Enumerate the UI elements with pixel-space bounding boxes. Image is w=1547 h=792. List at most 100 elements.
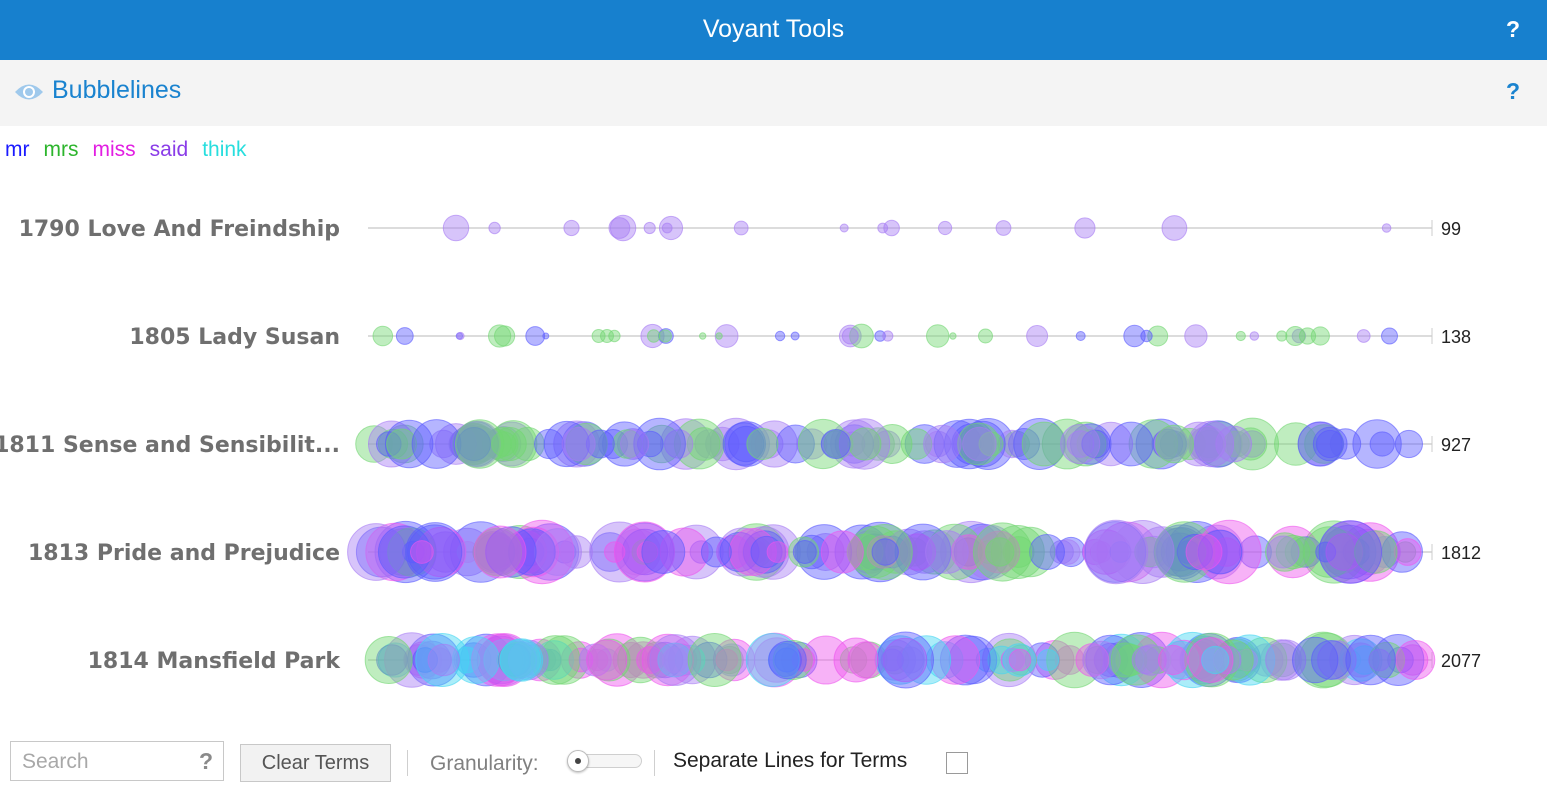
bubble-mrs[interactable]: [978, 328, 993, 344]
bubble-mrs[interactable]: [488, 324, 512, 348]
document-label[interactable]: 1790 Love And Freindship: [19, 217, 340, 242]
bubble-mr[interactable]: [385, 419, 434, 469]
bubble-miss[interactable]: [1395, 640, 1436, 680]
bubble-miss[interactable]: [820, 530, 864, 574]
eye-icon[interactable]: [14, 82, 44, 102]
bubble-miss[interactable]: [586, 639, 628, 681]
bubble-said[interactable]: [962, 426, 997, 462]
bubble-mr[interactable]: [1315, 429, 1345, 459]
bubble-miss[interactable]: [1008, 648, 1032, 672]
bubble-said[interactable]: [442, 214, 470, 242]
bubble-miss[interactable]: [716, 534, 751, 570]
bubble-mrs[interactable]: [699, 332, 707, 340]
bubble-mr[interactable]: [1329, 428, 1362, 460]
document-label[interactable]: 1813 Pride and Prejudice: [28, 541, 340, 566]
bubble-mrs[interactable]: [1110, 634, 1162, 686]
bubble-mr[interactable]: [515, 537, 545, 567]
bubble-mr[interactable]: [1176, 533, 1214, 571]
bubble-said[interactable]: [649, 634, 702, 686]
bubble-said[interactable]: [880, 648, 904, 672]
bubble-said[interactable]: [1060, 423, 1101, 465]
bubble-mrs[interactable]: [957, 422, 1001, 466]
bubble-mr[interactable]: [395, 327, 414, 345]
bubble-mr[interactable]: [722, 422, 766, 466]
granularity-slider[interactable]: [560, 750, 642, 772]
bubble-mrs[interactable]: [1275, 534, 1311, 570]
bubble-mrs[interactable]: [874, 530, 918, 574]
bubble-miss[interactable]: [847, 641, 885, 679]
bubble-mr[interactable]: [456, 642, 492, 678]
bubble-said[interactable]: [838, 418, 891, 470]
bubble-said[interactable]: [497, 645, 526, 675]
bubble-think[interactable]: [415, 633, 470, 687]
bubble-mr[interactable]: [641, 530, 686, 574]
bubble-mr[interactable]: [405, 522, 466, 582]
bubble-mr[interactable]: [728, 425, 765, 463]
bubble-said[interactable]: [714, 324, 739, 348]
bubble-mrs[interactable]: [1285, 326, 1306, 346]
bubble-mrs[interactable]: [386, 428, 418, 460]
bubble-mr[interactable]: [849, 521, 911, 583]
bubble-mrs[interactable]: [846, 533, 884, 571]
bubble-said[interactable]: [883, 219, 900, 237]
bubble-said[interactable]: [925, 530, 969, 574]
bubble-miss[interactable]: [1396, 644, 1429, 676]
bubble-mrs[interactable]: [673, 418, 725, 470]
bubble-said[interactable]: [1110, 520, 1175, 584]
bubble-miss[interactable]: [604, 541, 626, 563]
bubble-mrs[interactable]: [631, 539, 658, 565]
bubble-mr[interactable]: [856, 533, 894, 571]
bubble-said[interactable]: [1137, 535, 1170, 569]
legend-term-mr[interactable]: mr: [5, 138, 30, 161]
bubble-mr[interactable]: [1123, 324, 1146, 348]
bubble-mr[interactable]: [1029, 534, 1065, 570]
bubble-mrs[interactable]: [798, 418, 849, 470]
bubble-miss[interactable]: [1325, 533, 1364, 571]
bubble-mr[interactable]: [1238, 535, 1272, 569]
bubble-said[interactable]: [1249, 643, 1284, 677]
bubble-said[interactable]: [1215, 425, 1253, 463]
bubble-mrs[interactable]: [1394, 541, 1417, 563]
bubble-said[interactable]: [1083, 519, 1149, 585]
bubble-mr[interactable]: [1394, 429, 1424, 459]
bubble-mr[interactable]: [377, 525, 432, 579]
bubble-miss[interactable]: [1342, 642, 1379, 678]
bubble-mrs[interactable]: [976, 540, 1001, 564]
bubble-mrs[interactable]: [658, 329, 672, 343]
bubble-miss[interactable]: [473, 525, 527, 579]
bubble-mr[interactable]: [1297, 421, 1343, 467]
bubble-said[interactable]: [1026, 325, 1049, 347]
bubble-said[interactable]: [498, 640, 538, 680]
bubble-mr[interactable]: [542, 332, 550, 340]
document-label[interactable]: 1811 Sense and Sensibilit...: [0, 433, 340, 458]
bubble-mr[interactable]: [750, 535, 783, 569]
bubble-mr[interactable]: [1075, 331, 1086, 341]
bubble-think[interactable]: [1201, 645, 1230, 675]
bubble-miss[interactable]: [1185, 533, 1223, 571]
bubble-said[interactable]: [938, 220, 953, 236]
bubble-mrs[interactable]: [742, 536, 773, 568]
bubble-mr[interactable]: [1292, 636, 1339, 684]
bubble-mrs[interactable]: [900, 428, 933, 460]
bubble-mr[interactable]: [1372, 634, 1425, 686]
panel-help-icon[interactable]: ?: [1505, 78, 1521, 104]
bubble-said[interactable]: [841, 327, 859, 345]
bubble-miss[interactable]: [403, 644, 436, 676]
bubble-miss[interactable]: [416, 526, 467, 578]
bubble-mr[interactable]: [1321, 524, 1377, 580]
bubble-said[interactable]: [1266, 535, 1300, 569]
bubble-said[interactable]: [1381, 223, 1392, 233]
bubble-said[interactable]: [1260, 639, 1302, 681]
bubble-mrs[interactable]: [1235, 330, 1246, 342]
bubble-mrs[interactable]: [1241, 636, 1288, 684]
bubble-mr[interactable]: [637, 430, 664, 458]
bubble-mr[interactable]: [508, 528, 556, 576]
bubble-mr[interactable]: [411, 419, 462, 469]
bubble-said[interactable]: [1212, 645, 1242, 675]
bubble-mr[interactable]: [1381, 327, 1398, 345]
bubble-mrs[interactable]: [364, 636, 413, 684]
bubble-think[interactable]: [745, 633, 800, 687]
bubble-mr[interactable]: [1113, 632, 1170, 688]
bubble-said[interactable]: [940, 520, 1003, 584]
bubble-miss[interactable]: [641, 633, 694, 687]
